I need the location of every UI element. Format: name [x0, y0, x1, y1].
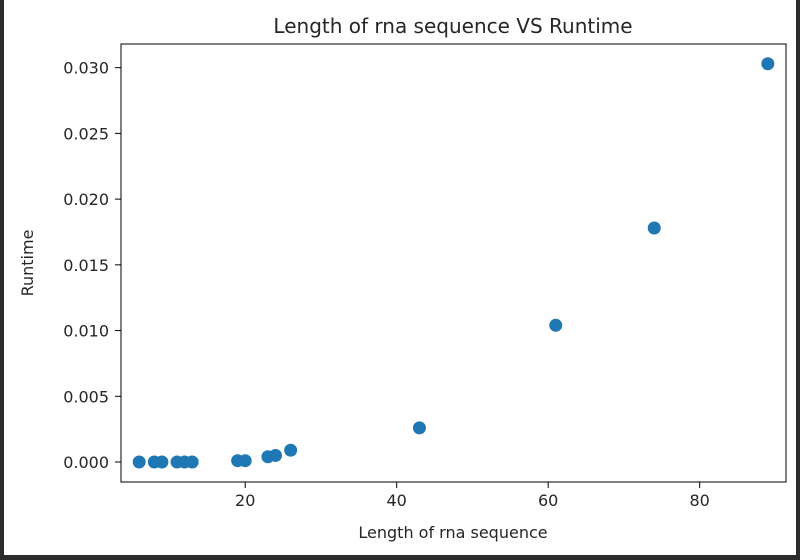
y-tick-label: 0.025 [63, 124, 109, 143]
y-tick-label: 0.020 [63, 190, 109, 209]
y-tick-label: 0.000 [63, 453, 109, 472]
scatter-chart: Length of rna sequence VS Runtime 20 40 60… [18, 14, 787, 542]
data-point [132, 455, 146, 469]
y-tick-label: 0.030 [63, 59, 109, 78]
data-point [269, 448, 283, 462]
y-tick-label: 0.015 [63, 256, 109, 275]
data-point [155, 455, 169, 469]
y-tick-label: 0.010 [63, 322, 109, 341]
x-tick-label: 20 [235, 491, 255, 510]
figure-frame: Length of rna sequence VS Runtime 20 40 60… [4, 0, 796, 555]
x-axis-title: Length of rna sequence [358, 523, 547, 542]
x-tick-label: 40 [387, 491, 407, 510]
data-point [761, 57, 775, 71]
data-point [238, 454, 252, 468]
data-point [185, 455, 199, 469]
y-tick-label: 0.005 [63, 387, 109, 406]
data-point [549, 318, 563, 332]
chart-title: Length of rna sequence VS Runtime [273, 14, 632, 38]
x-tick-label: 60 [538, 491, 558, 510]
data-point [412, 421, 426, 435]
plot-area-frame [120, 43, 787, 483]
data-point [647, 221, 661, 235]
data-point [284, 443, 298, 457]
y-axis-title: Runtime [18, 230, 37, 297]
x-tick-label: 80 [689, 491, 709, 510]
